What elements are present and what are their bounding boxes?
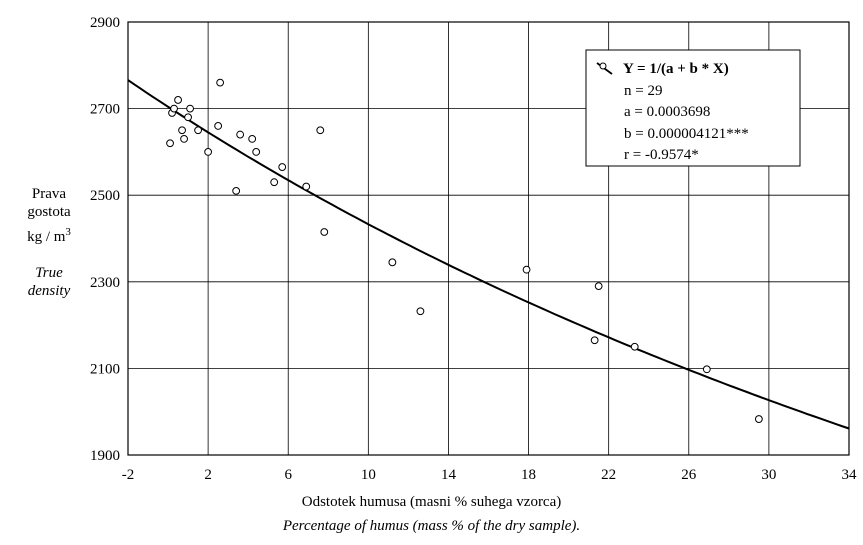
legend-box	[585, 49, 801, 167]
legend-a: a = 0.0003698	[624, 104, 710, 120]
legend-symbol	[596, 62, 613, 75]
y-tick-labels: 1900 2100 2300 2500 2700 2900	[90, 15, 120, 464]
legend-r: r = -0.9574*	[624, 147, 699, 163]
x-tick-label: 10	[361, 467, 376, 483]
data-point	[170, 104, 178, 113]
data-point	[754, 415, 763, 423]
x-tick-label: 6	[284, 467, 292, 483]
data-point	[204, 148, 213, 156]
data-point	[194, 126, 202, 135]
x-tick-label: 14	[441, 467, 457, 483]
y-label-en-line2: density	[27, 283, 71, 299]
data-point	[214, 122, 223, 130]
y-label-unit-exponent: 3	[65, 226, 71, 238]
x-tick-label: -2	[122, 467, 135, 483]
data-point	[166, 139, 174, 148]
data-point	[236, 130, 245, 139]
data-point	[252, 148, 261, 156]
fit-curve	[127, 79, 850, 430]
y-tick-label: 2100	[90, 361, 120, 377]
y-label-line2: gostota	[27, 204, 71, 220]
y-axis-label: Prava gostota kg / m3 True density	[10, 185, 88, 300]
data-point	[416, 307, 425, 316]
data-point	[248, 135, 257, 143]
y-tick-label: 1900	[90, 448, 120, 464]
x-tick-label: 30	[761, 467, 776, 483]
data-point	[522, 265, 531, 274]
legend-b: b = 0.000004121***	[624, 126, 749, 142]
data-points	[166, 78, 763, 423]
data-point	[232, 186, 241, 195]
data-point	[186, 104, 194, 113]
x-tick-labels: -2 2 6 10 14 18 22 26 30 34	[122, 467, 857, 483]
y-tick-label: 2300	[90, 275, 120, 291]
data-point	[178, 126, 186, 135]
y-label-en-line1: True	[35, 265, 63, 281]
data-point	[388, 258, 397, 267]
x-axis-label: Odstotek humusa (masni % suhega vzorca)	[301, 494, 562, 510]
x-tick-label: 34	[842, 467, 858, 483]
data-point	[174, 96, 182, 104]
y-tick-label: 2700	[90, 102, 120, 118]
data-point	[216, 78, 225, 87]
data-point	[320, 228, 329, 236]
data-point	[630, 342, 639, 351]
x-tick-label: 18	[521, 467, 536, 483]
x-axis-label-en: Percentage of humus (mass % of the dry s…	[282, 518, 581, 534]
x-tick-label: 22	[601, 467, 616, 483]
data-point	[594, 282, 603, 291]
legend-equation: Y = 1/(a + b * X)	[623, 61, 729, 77]
data-point	[302, 182, 311, 191]
y-tick-label: 2500	[90, 188, 120, 204]
x-tick-label: 26	[681, 467, 697, 483]
data-point	[590, 336, 599, 345]
data-point	[180, 135, 188, 143]
data-point	[270, 178, 279, 187]
y-label-line1: Prava	[31, 186, 67, 202]
data-point	[184, 113, 192, 122]
y-label-unit: kg / m3	[27, 226, 71, 245]
y-tick-label: 2900	[90, 15, 120, 31]
x-tick-label: 2	[204, 467, 212, 483]
legend: Y = 1/(a + b * X) n = 29 a = 0.0003698 b…	[585, 49, 801, 167]
data-point	[278, 163, 287, 171]
data-point	[702, 365, 711, 374]
plot-frame	[127, 21, 850, 456]
legend-n: n = 29	[624, 83, 662, 99]
data-point	[316, 126, 325, 135]
